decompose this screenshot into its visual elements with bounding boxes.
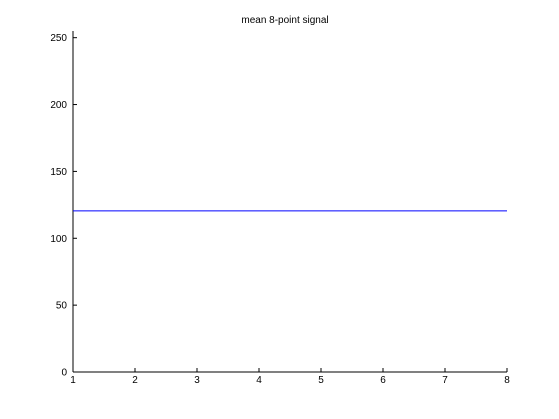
x-tick-label: 7: [442, 375, 448, 386]
y-tick-label: 250: [50, 33, 67, 44]
y-tick-label: 0: [61, 368, 67, 379]
x-tick-label: 4: [256, 375, 262, 386]
y-tick-label: 100: [50, 234, 67, 245]
axes: [73, 31, 507, 372]
x-tick-label: 5: [318, 375, 324, 386]
y-tick-label: 150: [50, 167, 67, 178]
y-tick-label: 50: [56, 301, 68, 312]
x-tick-label: 8: [504, 375, 510, 386]
x-tick-label: 3: [194, 375, 200, 386]
x-tick-label: 2: [132, 375, 138, 386]
y-tick-label: 200: [50, 100, 67, 111]
x-tick-label: 6: [380, 375, 386, 386]
x-axis-ticks: 1 2 3 4 5 6 7 8: [70, 368, 510, 386]
x-tick-label: 1: [70, 375, 76, 386]
chart-title: mean 8-point signal: [241, 15, 328, 26]
